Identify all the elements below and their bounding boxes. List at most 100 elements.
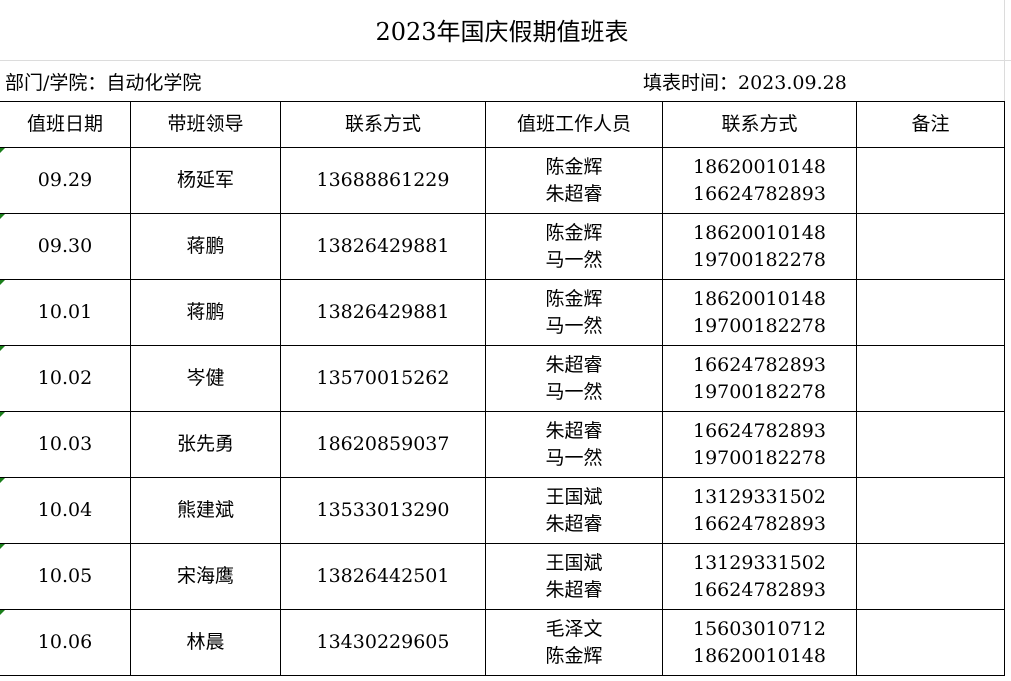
table-row: 10.05 宋海鹰 13826442501 王国斌朱超睿 13129331502… <box>0 543 1005 610</box>
cell-staff[interactable]: 王国斌 朱超睿 <box>485 477 663 544</box>
staff-name: 朱超睿 <box>545 512 603 535</box>
staff-phone: 18620010148 <box>693 287 826 310</box>
staff-phone: 18620010148 <box>693 155 826 178</box>
cell-note[interactable] <box>856 345 1005 412</box>
cell-leader-phone[interactable]: 18620859037 <box>280 411 486 478</box>
staff-name: 王国斌 <box>545 551 603 574</box>
staff-phone: 19700182278 <box>693 314 826 337</box>
cell-staff-phone[interactable]: 13129331502 16624782893 <box>662 477 857 544</box>
staff-name: 马一然 <box>545 248 603 271</box>
staff-name: 朱超睿 <box>545 578 603 601</box>
cell-note[interactable] <box>856 411 1005 478</box>
staff-phone: 16624782893 <box>693 578 826 601</box>
cell-staff[interactable]: 陈金辉 马一然 <box>485 279 663 346</box>
staff-phone: 16624782893 <box>693 353 826 376</box>
staff-name: 朱超睿 <box>545 353 603 376</box>
cell-leader[interactable]: 林晨 <box>130 609 281 676</box>
staff-phone: 19700182278 <box>693 248 826 271</box>
table-row: 09.30 蒋鹏 13826429881 陈金辉 马一然 18620010148 1… <box>0 213 1005 280</box>
cell-leader[interactable]: 岑健 <box>130 345 281 412</box>
staff-name: 马一然 <box>545 314 603 337</box>
staff-phone: 19700182278 <box>693 380 826 403</box>
cell-date[interactable]: 10.06 <box>0 609 131 676</box>
cell-staff[interactable]: 陈金辉 马一然 <box>485 213 663 280</box>
cell-leader-phone[interactable]: 13570015262 <box>280 345 486 412</box>
staff-phone: 13129331502 <box>693 551 826 574</box>
cell-staff[interactable]: 朱超睿 马一然 <box>485 411 663 478</box>
cell-staff[interactable]: 朱超睿 马一然 <box>485 345 663 412</box>
cell-date[interactable]: 10.05 <box>0 543 131 610</box>
duty-table: 值班日期 带班领导 联系方式 值班工作人员 联系方式 备注 09.29 杨延军 … <box>0 101 1005 676</box>
cell-staff[interactable]: 毛泽文 陈金辉 <box>485 609 663 676</box>
cell-date[interactable]: 10.04 <box>0 477 131 544</box>
header-note[interactable]: 备注 <box>856 101 1005 148</box>
table-row: 10.03 张先勇 18620859037 朱超睿马一然 16624782893… <box>0 411 1005 478</box>
staff-name: 毛泽文 <box>545 617 603 640</box>
cell-staff-phone[interactable]: 16624782893 19700182278 <box>662 411 857 478</box>
staff-name: 陈金辉 <box>545 287 603 310</box>
header-leader[interactable]: 带班领导 <box>130 101 281 148</box>
staff-phone: 18620010148 <box>693 644 826 667</box>
table-row: 10.02 岑健 13570015262 朱超睿 马一然 16624782893 1… <box>0 345 1005 412</box>
cell-date[interactable]: 10.03 <box>0 411 131 478</box>
cell-leader-phone[interactable]: 13688861229 <box>280 147 486 214</box>
staff-phone: 16624782893 <box>693 182 826 205</box>
cell-staff[interactable]: 陈金辉 朱超睿 <box>485 147 663 214</box>
cell-note[interactable] <box>856 213 1005 280</box>
staff-phone: 13129331502 <box>693 485 826 508</box>
cell-leader-phone[interactable]: 13826429881 <box>280 213 486 280</box>
cell-leader[interactable]: 蒋鹏 <box>130 279 281 346</box>
cell-leader[interactable]: 张先勇 <box>130 411 281 478</box>
cell-staff-phone[interactable]: 18620010148 16624782893 <box>662 147 857 214</box>
staff-phone: 16624782893 <box>693 512 826 535</box>
cell-leader[interactable]: 宋海鹰 <box>130 543 281 610</box>
staff-name: 马一然 <box>545 380 603 403</box>
cell-staff-phone[interactable]: 18620010148 19700182278 <box>662 279 857 346</box>
gridline <box>1004 0 1005 101</box>
cell-staff-phone[interactable]: 16624782893 19700182278 <box>662 345 857 412</box>
header-staff-phone[interactable]: 联系方式 <box>662 101 857 148</box>
cell-note[interactable] <box>856 147 1005 214</box>
cell-leader-phone[interactable]: 13826442501 <box>280 543 486 610</box>
fill-date-label: 填表时间：2023.09.28 <box>643 72 847 94</box>
header-leader-phone[interactable]: 联系方式 <box>280 101 486 148</box>
cell-date[interactable]: 10.02 <box>0 345 131 412</box>
staff-phone: 19700182278 <box>693 446 826 469</box>
staff-phone: 15603010712 <box>693 617 826 640</box>
cell-leader[interactable]: 熊建斌 <box>130 477 281 544</box>
staff-name: 王国斌 <box>545 485 603 508</box>
cell-date[interactable]: 10.01 <box>0 279 131 346</box>
cell-date[interactable]: 09.29 <box>0 147 131 214</box>
header-row: 值班日期 带班领导 联系方式 值班工作人员 联系方式 备注 <box>0 101 1005 148</box>
cell-leader-phone[interactable]: 13430229605 <box>280 609 486 676</box>
cell-note[interactable] <box>856 477 1005 544</box>
staff-name: 朱超睿 <box>545 419 603 442</box>
cell-leader[interactable]: 杨延军 <box>130 147 281 214</box>
cell-note[interactable] <box>856 609 1005 676</box>
cell-staff-phone[interactable]: 15603010712 18620010148 <box>662 609 857 676</box>
table-row: 10.01 蒋鹏 13826429881 陈金辉 马一然 18620010148 1… <box>0 279 1005 346</box>
staff-name: 朱超睿 <box>545 182 603 205</box>
table-row: 10.06 林晨 13430229605 毛泽文 陈金辉 15603010712 1… <box>0 609 1005 676</box>
cell-date[interactable]: 09.30 <box>0 213 131 280</box>
cell-note[interactable] <box>856 279 1005 346</box>
staff-name: 陈金辉 <box>545 155 603 178</box>
cell-staff-phone[interactable]: 13129331502 16624782893 <box>662 543 857 610</box>
cell-leader-phone[interactable]: 13826429881 <box>280 279 486 346</box>
cell-leader[interactable]: 蒋鹏 <box>130 213 281 280</box>
header-date[interactable]: 值班日期 <box>0 101 131 148</box>
cell-note[interactable] <box>856 543 1005 610</box>
staff-phone: 18620010148 <box>693 221 826 244</box>
staff-phone: 16624782893 <box>693 419 826 442</box>
staff-name: 陈金辉 <box>545 644 603 667</box>
sheet-title: 2023年国庆假期值班表 <box>375 18 629 46</box>
cell-staff[interactable]: 王国斌 朱超睿 <box>485 543 663 610</box>
cell-staff-phone[interactable]: 18620010148 19700182278 <box>662 213 857 280</box>
staff-name: 陈金辉 <box>545 221 603 244</box>
gridline <box>0 60 1011 61</box>
header-staff[interactable]: 值班工作人员 <box>485 101 663 148</box>
cell-leader-phone[interactable]: 13533013290 <box>280 477 486 544</box>
table-row: 10.04 熊建斌 13533013290 王国斌朱超睿 13129331502… <box>0 477 1005 544</box>
staff-name: 马一然 <box>545 446 603 469</box>
table-row: 09.29 杨延军 13688861229 陈金辉朱超睿 18620010148… <box>0 147 1005 214</box>
